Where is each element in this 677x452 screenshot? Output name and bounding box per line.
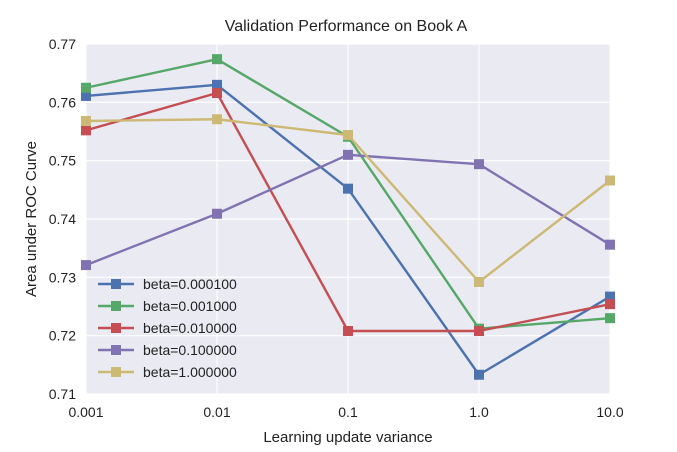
legend-label: beta=0.000100 — [143, 276, 237, 292]
y-tick-label: 0.75 — [49, 153, 76, 169]
y-tick-labels: 0.71 0.72 0.73 0.74 0.75 0.76 0.77 — [49, 36, 76, 402]
data-point — [605, 291, 615, 302]
legend-marker — [111, 367, 121, 377]
y-tick-label: 0.76 — [49, 94, 76, 110]
y-tick-label: 0.77 — [49, 36, 76, 52]
data-point — [212, 88, 222, 98]
data-point — [212, 208, 222, 219]
data-point — [474, 326, 484, 336]
data-point — [605, 313, 615, 324]
series-beta=1.000000 — [81, 114, 615, 287]
data-point — [81, 125, 91, 136]
series-layer — [81, 54, 615, 380]
data-point — [474, 159, 484, 170]
y-tick-label: 0.71 — [49, 386, 76, 402]
legend-marker — [111, 323, 121, 333]
y-tick-label: 0.74 — [49, 211, 76, 227]
data-point — [605, 239, 615, 250]
x-tick-label: 10.0 — [596, 404, 623, 420]
data-point — [212, 54, 222, 65]
legend-marker — [111, 345, 121, 355]
data-point — [81, 82, 91, 93]
y-tick-label: 0.72 — [49, 328, 76, 344]
series-beta=0.000100 — [81, 79, 615, 380]
data-point — [212, 114, 222, 125]
data-point — [81, 116, 91, 126]
legend: beta=0.000100 beta=0.001000 beta=0.010000 b… — [98, 276, 237, 380]
x-tick-label: 0.01 — [203, 404, 230, 420]
data-point — [474, 277, 484, 287]
legend-marker — [111, 279, 121, 289]
y-tick-label: 0.73 — [49, 269, 76, 285]
legend-label: beta=1.000000 — [143, 364, 237, 380]
x-tick-labels: 0.001 0.01 0.1 1.0 10.0 — [68, 404, 623, 420]
data-point — [343, 183, 353, 194]
data-point — [474, 369, 484, 380]
legend-marker — [111, 301, 121, 311]
series-beta=0.100000 — [81, 149, 615, 271]
data-point — [81, 90, 91, 101]
data-point — [343, 130, 353, 140]
y-axis-label: Area under ROC Curve — [23, 141, 40, 297]
x-tick-label: 0.001 — [68, 404, 103, 420]
chart-title: Validation Performance on Book A — [225, 18, 468, 35]
legend-label: beta=0.010000 — [143, 320, 237, 336]
x-tick-label: 0.1 — [338, 404, 358, 420]
data-point — [605, 175, 615, 186]
legend-label: beta=0.001000 — [143, 298, 237, 314]
legend-label: beta=0.100000 — [143, 342, 237, 358]
series-beta=0.010000 — [81, 88, 615, 336]
data-point — [343, 326, 353, 336]
data-point — [343, 149, 353, 160]
data-point — [212, 79, 222, 90]
x-tick-label: 1.0 — [469, 404, 489, 420]
data-point — [81, 260, 91, 271]
data-point — [605, 299, 615, 310]
x-axis-label: Learning update variance — [263, 429, 432, 446]
